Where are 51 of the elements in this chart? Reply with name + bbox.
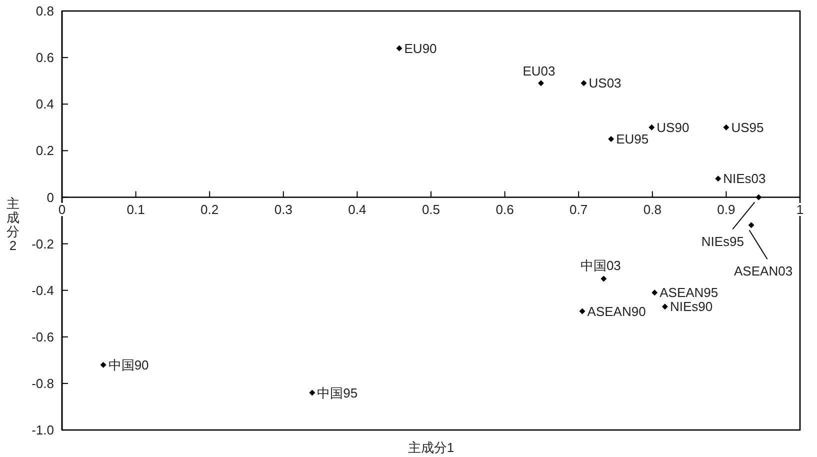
annotation: ASEAN90 xyxy=(587,304,646,319)
x-axis-title: 主成分1 xyxy=(408,440,454,455)
y-tick-label: 0.4 xyxy=(36,96,54,112)
annotation: US90 xyxy=(656,120,690,135)
y-tick-label: 0.6 xyxy=(36,50,54,66)
annotation: EU95 xyxy=(616,132,649,147)
annotation: 中国03 xyxy=(580,258,621,274)
annotation: EU03 xyxy=(522,64,556,79)
x-tick-label: 0.7 xyxy=(570,202,588,218)
annotation: US95 xyxy=(731,120,764,135)
point xyxy=(715,176,722,182)
y-tick-label: -0.6 xyxy=(32,329,54,344)
x-tick-label: 0.6 xyxy=(496,202,514,218)
y-tick-label: 0.8 xyxy=(36,4,54,19)
point xyxy=(648,124,655,130)
annotation: 中国90 xyxy=(108,357,149,372)
point xyxy=(100,362,106,368)
point xyxy=(538,80,544,86)
point xyxy=(652,290,658,296)
x-tick-label: 0.1 xyxy=(126,202,145,218)
annotation: 中国95 xyxy=(317,385,358,400)
point xyxy=(608,136,614,142)
annotation: US03 xyxy=(588,76,622,91)
y-tick-label: -0.4 xyxy=(32,282,54,298)
point xyxy=(309,390,316,396)
point xyxy=(396,45,402,52)
y-tick-label: 0 xyxy=(46,190,54,205)
annotation: ASEAN95 xyxy=(660,285,718,300)
annotation: ASEAN03 xyxy=(734,264,793,279)
annotation: NIEs03 xyxy=(723,171,766,186)
x-tick-label: 0.8 xyxy=(643,202,662,218)
x-tick-label: 0.3 xyxy=(274,202,292,218)
point xyxy=(662,304,668,310)
point xyxy=(579,308,586,314)
point xyxy=(748,222,754,228)
point xyxy=(600,276,607,282)
y-tick-label: -0.8 xyxy=(32,376,54,391)
x-tick-label: 0.2 xyxy=(200,202,219,218)
annotation: NIEs95 xyxy=(701,234,744,249)
y-tick-label: 0.2 xyxy=(36,143,54,158)
x-tick-label: 0.9 xyxy=(717,202,736,218)
y-tick-label: -0.2 xyxy=(32,236,54,252)
annotation: EU90 xyxy=(404,40,437,56)
point xyxy=(723,124,730,130)
annotation: NIEs90 xyxy=(670,299,713,314)
y-axis-title: 主成分2 xyxy=(6,196,20,253)
point xyxy=(580,80,587,86)
point xyxy=(756,194,762,200)
x-tick-label: 0.4 xyxy=(348,202,366,218)
x-tick-label: 0.5 xyxy=(422,202,440,218)
y-tick-label: -1.0 xyxy=(32,422,54,438)
